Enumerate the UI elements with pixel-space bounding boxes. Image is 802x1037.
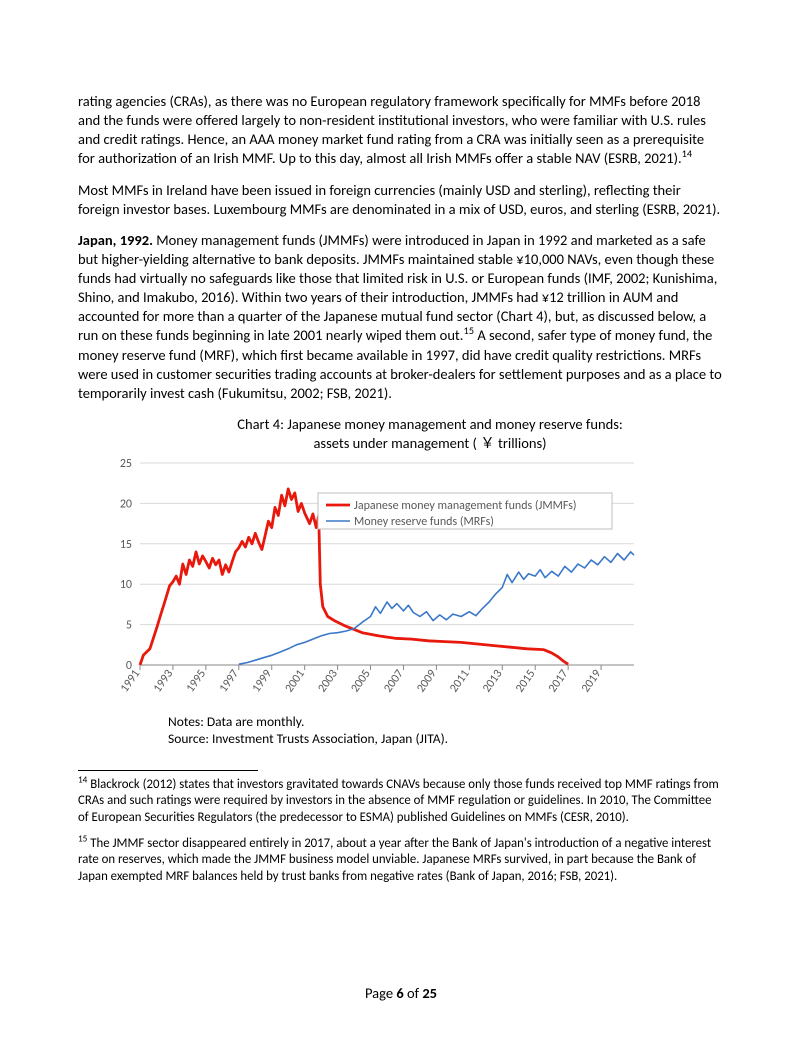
fnref-15: 15 [463, 325, 474, 338]
footnote-rule [78, 770, 258, 771]
chart-notes: Notes: Data are monthly. Source: Investm… [168, 714, 724, 748]
footnote-14: 14 Blackrock (2012) states that investor… [78, 777, 724, 826]
para-1-text: rating agencies (CRAs), as there was no … [78, 92, 706, 167]
svg-text:1999: 1999 [250, 667, 275, 695]
chart-notes-l2: Source: Investment Trusts Association, J… [168, 730, 448, 747]
page-number: Page 6 of 25 [0, 984, 802, 1003]
svg-text:Japanese money management fund: Japanese money management funds (JMMFs) [354, 499, 577, 513]
svg-text:Money reserve funds (MRFs): Money reserve funds (MRFs) [354, 515, 494, 529]
footnote-14-sup: 14 [78, 775, 87, 786]
svg-text:1991: 1991 [118, 667, 143, 695]
svg-text:2009: 2009 [414, 667, 439, 695]
svg-text:2005: 2005 [348, 667, 373, 695]
svg-text:2015: 2015 [513, 667, 538, 695]
para-3: Japan, 1992. Money management funds (JMM… [78, 231, 724, 403]
page-mid: of [404, 984, 423, 1002]
svg-text:2019: 2019 [579, 667, 604, 695]
chart-svg: 0510152025199119931995199719992001200320… [86, 457, 646, 712]
fnref-14: 14 [682, 148, 693, 161]
footnote-15-text: The JMMF sector disappeared entirely in … [78, 836, 711, 884]
svg-text:2011: 2011 [447, 667, 472, 695]
svg-text:1997: 1997 [217, 667, 242, 695]
page-total: 25 [422, 984, 437, 1002]
svg-text:2017: 2017 [546, 667, 571, 695]
footnote-15-sup: 15 [78, 834, 87, 845]
svg-text:2003: 2003 [315, 667, 340, 695]
svg-text:1995: 1995 [184, 667, 209, 695]
chart-title: Chart 4: Japanese money management and m… [136, 415, 724, 453]
page-n: 6 [396, 984, 403, 1002]
svg-text:2007: 2007 [381, 667, 406, 695]
svg-text:2001: 2001 [283, 667, 308, 695]
svg-text:2013: 2013 [480, 667, 505, 695]
footnote-14-text: Blackrock (2012) states that investors g… [78, 777, 719, 825]
svg-text:15: 15 [120, 538, 132, 552]
chart-4: Chart 4: Japanese money management and m… [86, 415, 724, 748]
chart-notes-l1: Notes: Data are monthly. [168, 713, 304, 730]
para-1: rating agencies (CRAs), as there was no … [78, 92, 724, 169]
svg-text:1993: 1993 [151, 667, 176, 695]
page-pre: Page [365, 984, 396, 1002]
chart-title-l2: assets under management ( ￥ trillions) [313, 434, 546, 452]
svg-text:20: 20 [120, 498, 132, 512]
svg-text:25: 25 [120, 457, 132, 471]
svg-text:10: 10 [120, 578, 132, 592]
chart-title-l1: Chart 4: Japanese money management and m… [237, 415, 623, 433]
svg-text:5: 5 [126, 619, 132, 633]
para-2: Most MMFs in Ireland have been issued in… [78, 181, 724, 219]
para-3-lead: Japan, 1992. [78, 231, 153, 249]
footnote-15: 15 The JMMF sector disappeared entirely … [78, 836, 724, 885]
